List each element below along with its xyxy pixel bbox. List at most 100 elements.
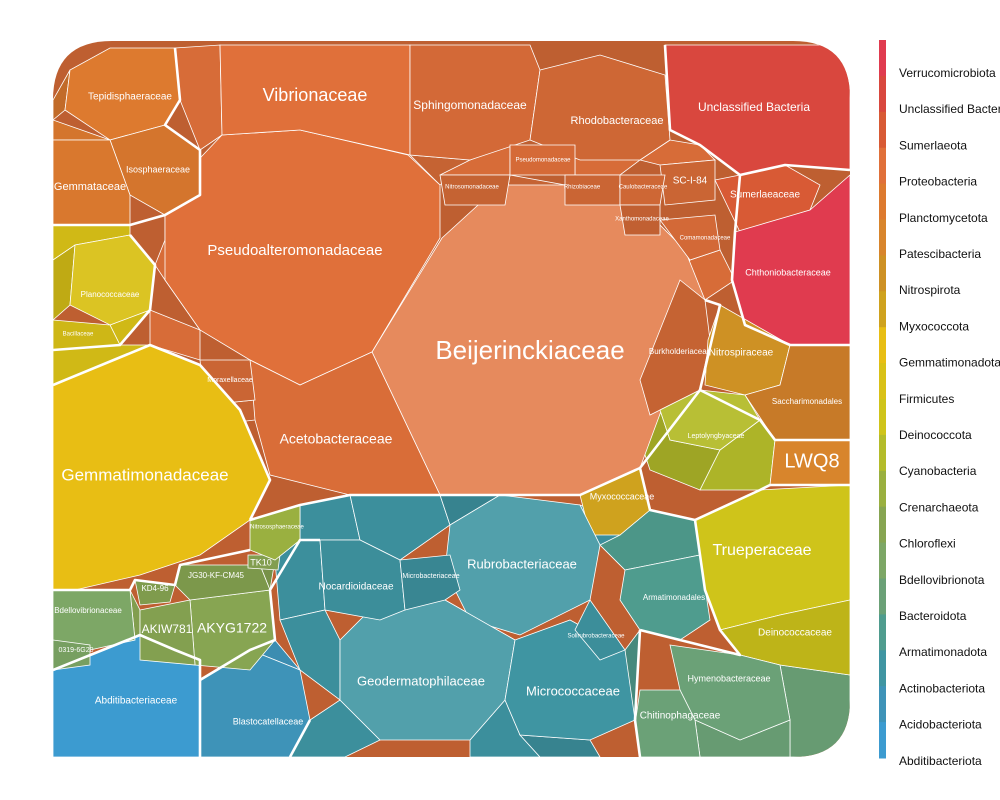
legend-swatch-bdellovibrionota bbox=[879, 542, 886, 579]
legend-label-planctomycetota: Planctomycetota bbox=[899, 211, 988, 225]
cell-label-gemmatimonadaceae: Gemmatimonadaceae bbox=[61, 465, 228, 484]
cell-gemmataceae bbox=[53, 139, 131, 226]
legend-label-gemmatimonadota: Gemmatimonadota bbox=[899, 356, 1000, 370]
phylum-border bbox=[639, 519, 742, 657]
phylum-border bbox=[53, 47, 202, 227]
legend-swatch-sumerlaeota bbox=[879, 111, 886, 149]
cell-label-geodermatophilaceae: Geodermatophilaceae bbox=[357, 673, 485, 688]
cell-label-chitinophagaceae: Chitinophagaceae bbox=[640, 711, 721, 722]
cell-nitrosomonadaceae bbox=[439, 174, 511, 206]
cell-label-nitrosomonadaceae: Nitrosomonadaceae bbox=[445, 185, 499, 191]
cell-rhodobacteraceae bbox=[529, 54, 671, 161]
legend-label-unclassified-bacteria: Unclassified Bacteria bbox=[899, 102, 1000, 116]
cell-label-kd4-96: KD4-96 bbox=[141, 584, 169, 593]
legend-swatch-planctomycetota bbox=[879, 183, 886, 220]
cell-label-blastocatellaceae: Blastocatellaceae bbox=[233, 716, 304, 726]
phylum-border bbox=[288, 719, 312, 757]
cell-label-rubrobacteriaceae: Rubrobacteriaceae bbox=[467, 556, 577, 571]
cell-label-acetobacteraceae: Acetobacteraceae bbox=[280, 431, 393, 447]
cell-label-bacillaceae: Bacillaceae bbox=[63, 332, 94, 338]
cell-label-nitrospiraceae: Nitrospiraceae bbox=[709, 348, 774, 359]
cell-label-isosphaeraceae: Isosphaeraceae bbox=[126, 164, 190, 174]
cell-label-burkholderiaceae: Burkholderiaceae bbox=[649, 347, 712, 356]
cell-label-bdellovibrionaceae: Bdellovibrionaceae bbox=[54, 606, 122, 615]
legend-label-verrucomicrobiota: Verrucomicrobiota bbox=[899, 66, 996, 80]
legend-swatch-verrucomicrobiota bbox=[879, 40, 886, 77]
phylum-border bbox=[633, 629, 642, 757]
treemap-cells bbox=[53, 41, 850, 757]
cell-label-0319-6g20: 0319-6G20 bbox=[58, 647, 93, 654]
cell-label-unclassified-bacteria: Unclassified Bacteria bbox=[698, 100, 810, 114]
legend-label-acidobacteriota: Acidobacteriota bbox=[899, 718, 982, 732]
legend: Verrucomicrobiota Unclassified Bacteria Su… bbox=[879, 40, 1000, 768]
cell-label-nitrososphaeraceae: Nitrososphaeraceae bbox=[250, 525, 304, 531]
legend-label-chloroflexi: Chloroflexi bbox=[899, 537, 956, 551]
cell-label-gemmataceae: Gemmataceae bbox=[54, 181, 126, 193]
cell-0319-6g20 bbox=[53, 639, 91, 671]
cell-label-saccharimonadales: Saccharimonadales bbox=[772, 397, 842, 406]
cell-label-moraxellaceae: Moraxellaceae bbox=[207, 377, 253, 384]
legend-swatch-crenarchaeota bbox=[879, 470, 886, 508]
legend-swatch-gemmatimonadota bbox=[879, 327, 886, 364]
cell-label-hymenobacteraceae: Hymenobacteraceae bbox=[687, 673, 770, 683]
phylum-border bbox=[739, 163, 850, 177]
legend-swatch-chloroflexi bbox=[879, 506, 886, 544]
legend-swatch-bacteroidota bbox=[879, 578, 886, 615]
legend-swatch-abditibacteriota bbox=[879, 722, 886, 759]
cell-akiw781 bbox=[139, 599, 196, 666]
cell-label-comamonadaceae: Comamonadaceae bbox=[680, 236, 731, 242]
cell-microbacteriaceae bbox=[399, 554, 461, 611]
cell-label-solirubrobacteraceae: Solirubrobacteraceae bbox=[567, 634, 625, 640]
legend-swatch-patescibacteria bbox=[879, 219, 886, 256]
cell-label-akyg1722: AKYG1722 bbox=[197, 620, 267, 636]
cell-label-vibrionaceae: Vibrionaceae bbox=[263, 85, 368, 105]
cell-label-akiw781: AKIW781 bbox=[142, 622, 193, 636]
cell-label-xanthomonadaceae: Xanthomonadaceae bbox=[615, 217, 669, 223]
cell-label-lwq8: LWQ8 bbox=[784, 450, 839, 472]
cell-label-tk10: TK10 bbox=[250, 557, 272, 567]
cell-label-tepidisphaeraceae: Tepidisphaeraceae bbox=[88, 92, 172, 103]
legend-swatch-armatimonadota bbox=[879, 614, 886, 651]
legend-swatch-firmicutes bbox=[879, 363, 886, 400]
cell-label-abditibacteriaceae: Abditibacteriaceae bbox=[95, 696, 178, 707]
cell-vibrionaceae bbox=[219, 44, 411, 156]
cell-label-microbacteriaceae: Microbacteriaceae bbox=[402, 573, 459, 580]
cell-sc-i-84 bbox=[659, 159, 716, 206]
legend-label-abditibacteriota: Abditibacteriota bbox=[899, 754, 982, 768]
cell-label-sc-i-84: SC-I-84 bbox=[673, 176, 708, 187]
phylum-border bbox=[53, 633, 202, 757]
cell-label-pseudomonadaceae: Pseudomonadaceae bbox=[515, 158, 571, 164]
phylum-border bbox=[53, 548, 251, 592]
legend-swatch-cyanobacteria bbox=[879, 434, 886, 472]
legend-swatch-myxococcota bbox=[879, 291, 886, 328]
legend-swatch-unclassified-bacteria bbox=[879, 75, 886, 113]
cell-label-jg30-kf-cm45: JG30-KF-CM45 bbox=[188, 571, 245, 580]
legend-label-nitrospirota: Nitrospirota bbox=[899, 283, 961, 297]
cell-label-leptolyngbyaceae: Leptolyngbyaceae bbox=[688, 433, 745, 440]
cell-label-sumerlaeaceae: Sumerlaeaceae bbox=[730, 190, 800, 201]
legend-label-cyanobacteria: Cyanobacteria bbox=[899, 464, 977, 478]
cell-label-rhodobacteraceae: Rhodobacteraceae bbox=[571, 115, 664, 127]
legend-label-armatimonadota: Armatimonadota bbox=[899, 645, 987, 659]
legend-label-sumerlaeota: Sumerlaeota bbox=[899, 138, 967, 152]
cell-solirubrobacteraceae bbox=[574, 599, 626, 661]
cell-comamonadaceae bbox=[659, 214, 721, 261]
legend-label-bdellovibrionota: Bdellovibrionota bbox=[899, 573, 985, 587]
phylum-border bbox=[698, 298, 850, 442]
legend-label-proteobacteria: Proteobacteria bbox=[899, 175, 977, 189]
legend-label-actinobacteriota: Actinobacteriota bbox=[899, 681, 985, 695]
cell-label-armatimonadales: Armatimonadales bbox=[643, 593, 705, 602]
cell-label-micrococcaceae: Micrococcaceae bbox=[526, 683, 620, 698]
cell-label-sphingomonadaceae: Sphingomonadaceae bbox=[413, 98, 527, 112]
legend-swatch-proteobacteria bbox=[879, 147, 886, 185]
cell-label-caulobacteraceae: Caulobacteraceae bbox=[619, 185, 668, 191]
phylum-border bbox=[53, 343, 272, 521]
cell-label-nocardioidaceae: Nocardioidaceae bbox=[318, 582, 393, 593]
phylum-borders bbox=[53, 44, 850, 757]
legend-label-deinococcota: Deinococcota bbox=[899, 428, 972, 442]
cell-label-myxococcaceae: Myxococcaceae bbox=[590, 491, 655, 501]
cell-label-rhizobiaceae: Rhizobiaceae bbox=[564, 185, 601, 191]
legend-label-firmicutes: Firmicutes bbox=[899, 392, 954, 406]
legend-label-patescibacteria: Patescibacteria bbox=[899, 247, 981, 261]
